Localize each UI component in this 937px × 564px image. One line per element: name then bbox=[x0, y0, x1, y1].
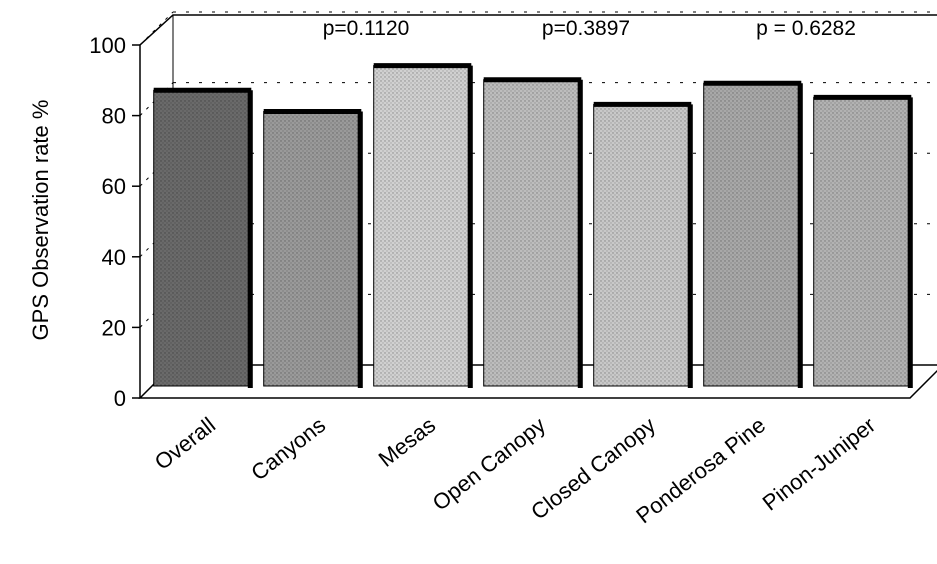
x-tick-label: Canyons bbox=[246, 412, 330, 485]
y-tick-label: 20 bbox=[102, 315, 126, 340]
gridline-side bbox=[139, 11, 174, 46]
bar-texture bbox=[153, 90, 249, 387]
bar-texture bbox=[373, 65, 469, 386]
y-tick-label: 0 bbox=[114, 386, 126, 411]
annotations: p=0.1120 p=0.3897 p = 0.6282 bbox=[323, 17, 856, 40]
p-value-label: p = 0.6282 bbox=[756, 17, 856, 40]
y-tick-label: 100 bbox=[89, 33, 126, 58]
x-tick-label: Pinon-Juniper bbox=[758, 412, 880, 515]
y-axis-label: GPS Observation rate % bbox=[28, 100, 53, 341]
bar-texture bbox=[483, 79, 579, 387]
bar-texture bbox=[703, 83, 799, 387]
y-tick-label: 80 bbox=[102, 104, 126, 129]
bars bbox=[153, 63, 913, 388]
bar-texture bbox=[593, 104, 689, 387]
y-tick-label: 40 bbox=[102, 245, 126, 270]
y-axis-ticks: 0 20 40 60 80 100 bbox=[89, 33, 140, 411]
y-tick-label: 60 bbox=[102, 174, 126, 199]
bar-texture bbox=[263, 111, 359, 386]
p-value-label: p=0.1120 bbox=[323, 17, 410, 40]
bar-texture bbox=[813, 97, 909, 387]
p-value-label: p=0.3897 bbox=[542, 17, 630, 40]
x-tick-label: Mesas bbox=[374, 412, 440, 472]
x-tick-label: Overall bbox=[150, 412, 220, 475]
